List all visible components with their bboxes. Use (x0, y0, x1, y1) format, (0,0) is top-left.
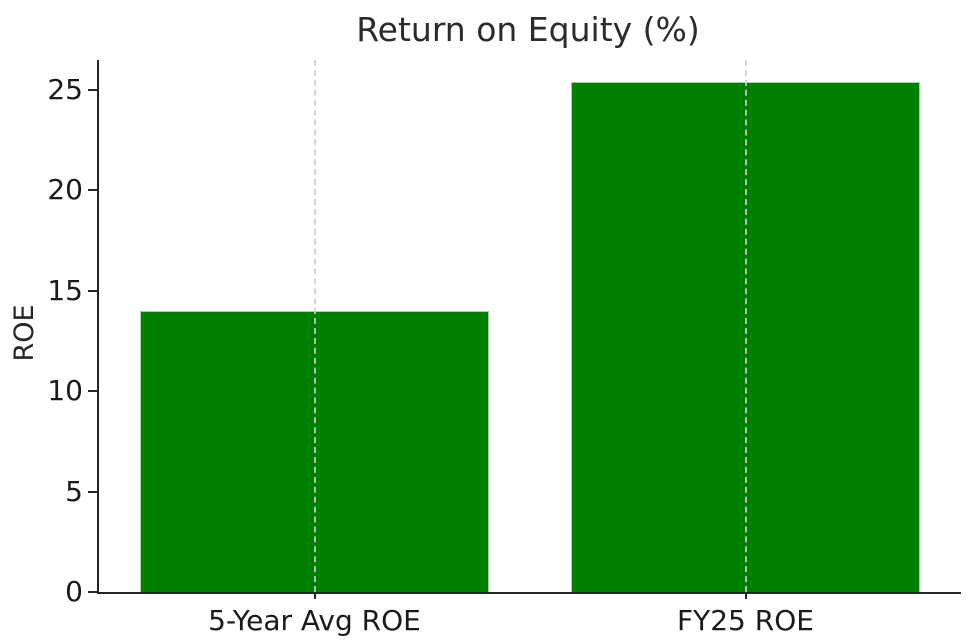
y-tick-mark (88, 289, 97, 292)
y-tick-mark (88, 189, 97, 192)
x-tick-label: 5-Year Avg ROE (208, 604, 421, 637)
x-tick-mark (313, 592, 316, 599)
y-tick-label: 15 (47, 273, 83, 307)
dashed-gridline (313, 60, 316, 592)
x-tick-mark (744, 592, 747, 599)
chart-title: Return on Equity (%) (356, 10, 700, 49)
x-tick-label: FY25 ROE (677, 604, 814, 637)
y-tick-mark (88, 390, 97, 393)
y-tick-label: 20 (47, 173, 83, 207)
dashed-gridline (744, 60, 747, 592)
y-tick-label: 5 (65, 474, 83, 508)
plot-area: 0 5 10 15 20 25 5-Year Avg ROE FY25 ROE (47, 60, 961, 637)
y-tick-label: 0 (65, 575, 83, 608)
y-tick-mark (88, 591, 97, 593)
y-tick-mark (88, 490, 97, 493)
y-tick-label: 25 (47, 73, 83, 107)
y-tick-label: 10 (47, 374, 83, 408)
y-tick-mark (88, 89, 97, 92)
